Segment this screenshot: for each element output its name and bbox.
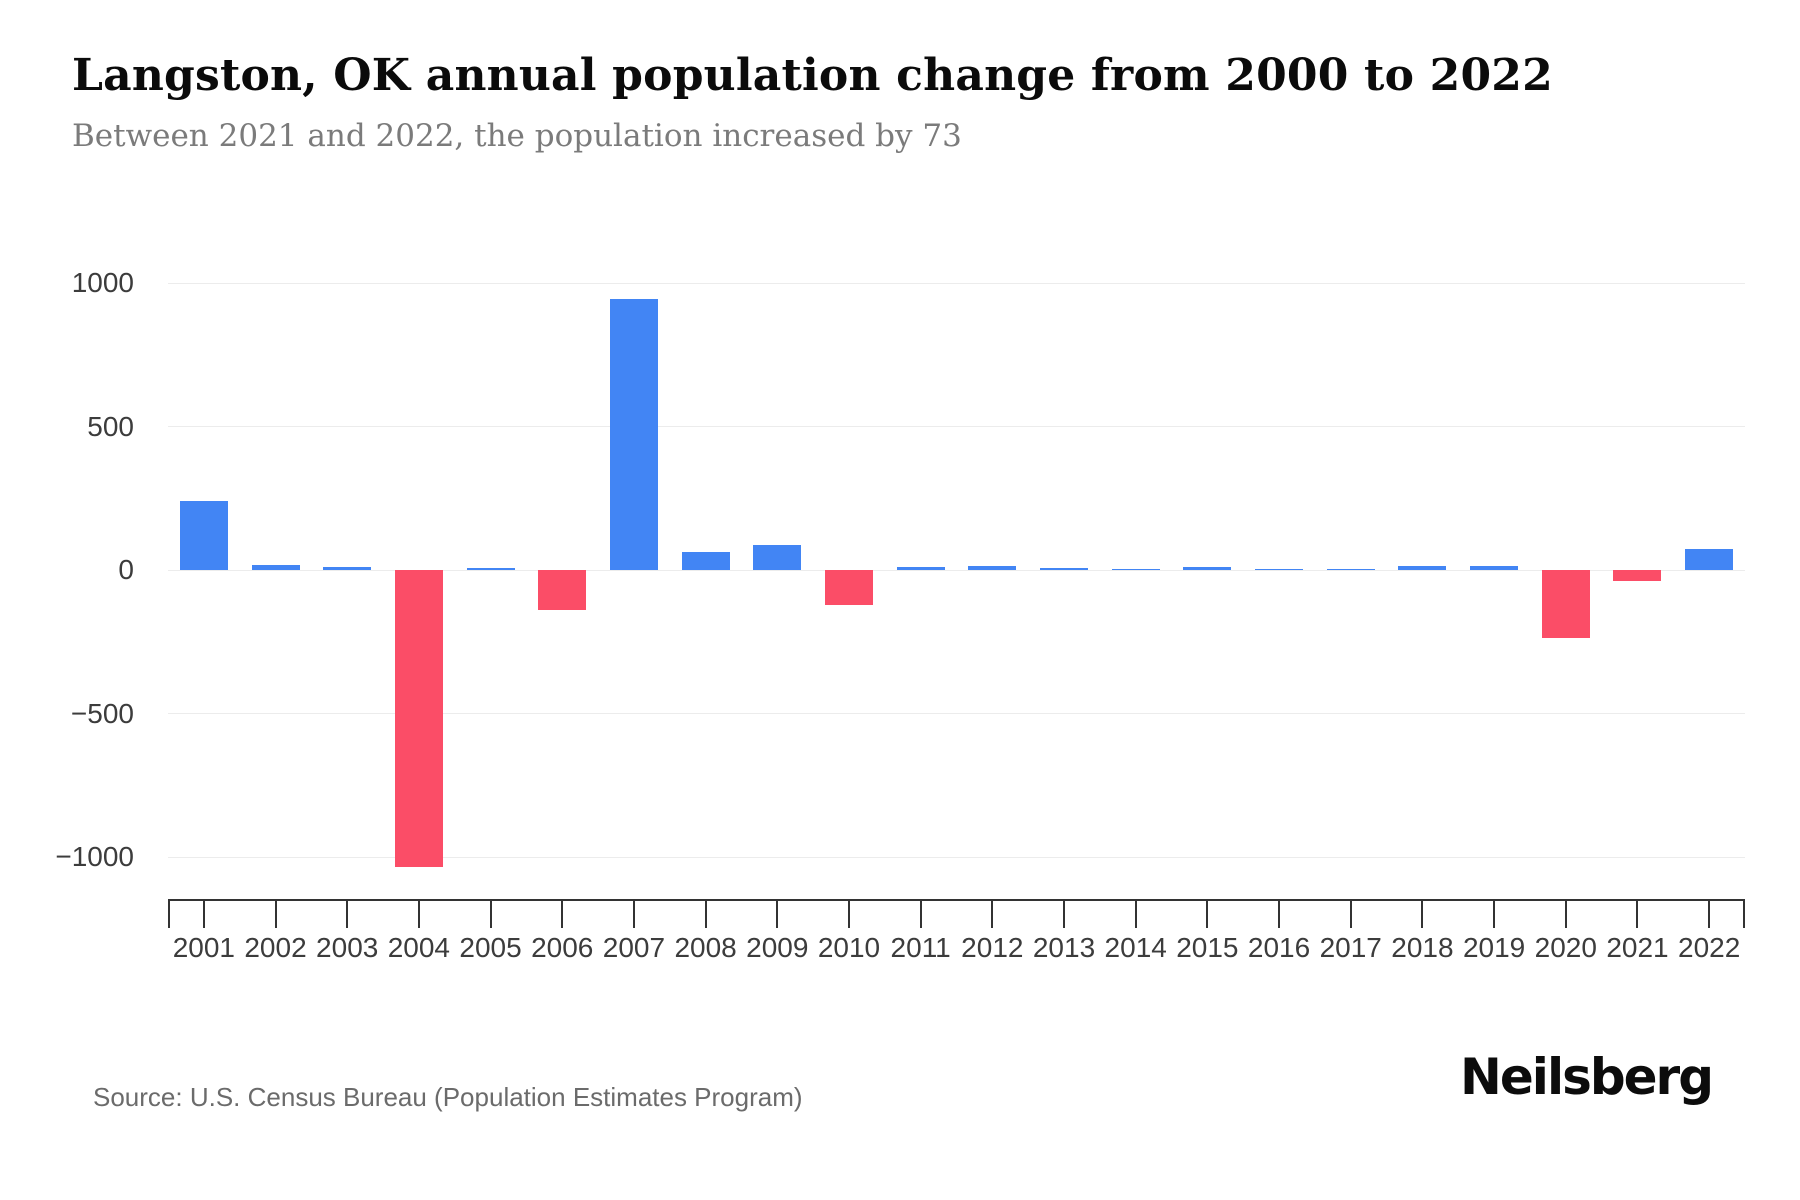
x-axis-label-2020: 2020: [1534, 932, 1597, 963]
x-axis-label-2005: 2005: [459, 932, 522, 963]
x-axis-tick-2001: [202, 901, 205, 928]
x-axis-tick-2011: [919, 901, 922, 928]
x-axis-tick-2016: [1278, 901, 1281, 928]
x-axis-tick-2021: [1636, 901, 1639, 928]
bar-2009[interactable]: [753, 544, 802, 570]
x-axis-tick-2019: [1493, 901, 1496, 928]
y-axis-label--500: −500: [70, 697, 134, 729]
x-axis-label-2018: 2018: [1391, 932, 1454, 963]
x-axis-tick-2009: [776, 901, 779, 928]
x-axis-tick-2018: [1421, 901, 1424, 928]
x-axis-tick-2010: [847, 901, 850, 928]
bar-2002[interactable]: [251, 564, 300, 570]
x-axis-tick-2020: [1564, 901, 1567, 928]
bar-2021[interactable]: [1613, 570, 1662, 581]
x-axis-label-2001: 2001: [172, 932, 235, 963]
x-axis-tick-2013: [1063, 901, 1066, 928]
x-axis-label-2017: 2017: [1319, 932, 1382, 963]
gridline-1000: [168, 282, 1745, 284]
y-axis-label-1000: 1000: [71, 267, 134, 298]
chart-title: Langston, OK annual population change fr…: [72, 50, 1553, 101]
x-axis-labels: 2001 2002 2003 2004 2005 2006 2007 2008 2009 2010…: [168, 932, 1745, 968]
bar-2007[interactable]: [609, 298, 658, 570]
x-axis-tick-2014: [1134, 901, 1137, 928]
x-axis-line: [168, 899, 1745, 901]
bar-2005[interactable]: [466, 567, 515, 570]
bar-2019[interactable]: [1470, 566, 1519, 570]
x-axis-label-2016: 2016: [1247, 932, 1311, 963]
x-axis-tick-2008: [704, 901, 707, 928]
y-axis-label--1000: −1000: [55, 841, 134, 872]
bar-2020[interactable]: [1541, 570, 1590, 639]
x-axis-label-2006: 2006: [531, 932, 594, 963]
x-axis-tick-2004: [417, 901, 420, 928]
bar-2004[interactable]: [394, 570, 443, 868]
x-axis-label-2010: 2010: [817, 932, 881, 963]
x-axis: [168, 901, 1745, 928]
y-axis: 1000 500 0 −500 −1000: [0, 267, 152, 872]
x-axis-tick-start: [168, 901, 170, 928]
x-axis-tick-end: [1743, 901, 1745, 928]
bar-2016[interactable]: [1255, 568, 1304, 570]
y-axis-label-500: 500: [87, 410, 134, 442]
source-attribution: Source: U.S. Census Bureau (Population E…: [93, 1082, 803, 1112]
y-axis-label-0: 0: [118, 554, 134, 585]
x-axis-label-2021: 2021: [1606, 932, 1669, 963]
gridline--500: [168, 713, 1745, 714]
bar-2010[interactable]: [824, 570, 873, 605]
bar-2018[interactable]: [1398, 565, 1447, 570]
x-axis-label-2009: 2009: [746, 932, 809, 963]
x-axis-label-2003: 2003: [316, 932, 379, 963]
bar-2011[interactable]: [896, 567, 945, 570]
bar-2017[interactable]: [1326, 568, 1375, 570]
x-axis-tick-2002: [274, 901, 277, 928]
x-axis-label-2012: 2012: [961, 932, 1024, 963]
gridline-0: [168, 569, 1745, 571]
x-axis-tick-2022: [1708, 901, 1711, 928]
bar-2008[interactable]: [681, 551, 730, 570]
bar-2001[interactable]: [179, 501, 228, 570]
x-axis-tick-2006: [561, 901, 564, 928]
x-axis-tick-2003: [346, 901, 349, 928]
bar-2003[interactable]: [323, 566, 372, 570]
x-axis-tick-2007: [632, 901, 635, 928]
plot-area: [168, 282, 1745, 868]
neilsberg-logo: Neilsberg: [1460, 1048, 1714, 1106]
x-axis-tick-2012: [991, 901, 994, 928]
x-axis-tick-2017: [1349, 901, 1352, 928]
x-axis-label-2007: 2007: [602, 932, 666, 963]
bar-2006[interactable]: [538, 570, 587, 610]
bar-2015[interactable]: [1183, 567, 1232, 570]
bar-2012[interactable]: [968, 566, 1017, 570]
x-axis-label-2008: 2008: [674, 932, 737, 963]
x-axis-label-2014: 2014: [1104, 932, 1167, 963]
x-axis-label-2022: 2022: [1678, 932, 1741, 963]
x-axis-label-2015: 2015: [1176, 932, 1239, 963]
x-axis-label-2004: 2004: [387, 932, 451, 963]
bar-2014[interactable]: [1111, 568, 1160, 570]
bar-2022[interactable]: [1685, 549, 1734, 570]
chart-subtitle: Between 2021 and 2022, the population in…: [72, 118, 962, 154]
x-axis-label-2019: 2019: [1462, 932, 1526, 963]
gridline--1000: [168, 856, 1745, 858]
x-axis-label-2011: 2011: [890, 932, 951, 963]
x-axis-tick-2015: [1206, 901, 1209, 928]
x-axis-label-2013: 2013: [1032, 932, 1096, 963]
x-axis-label-2002: 2002: [244, 932, 307, 963]
bar-2013[interactable]: [1040, 567, 1089, 570]
gridline-500: [168, 426, 1745, 427]
x-axis-tick-2005: [489, 901, 492, 928]
